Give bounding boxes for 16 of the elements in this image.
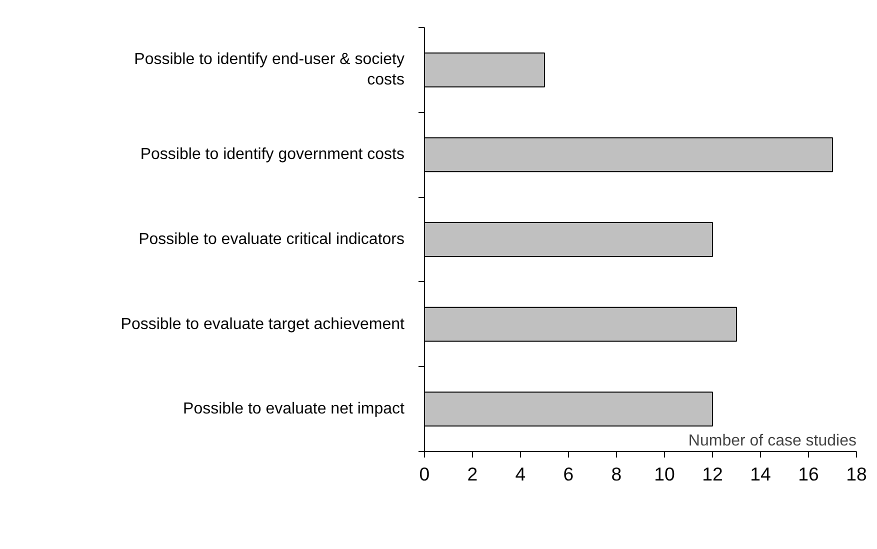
x-axis-title: Number of case studies: [688, 432, 856, 450]
x-tick-label: 18: [846, 464, 867, 484]
x-tick-label: 0: [419, 464, 430, 484]
x-tick-label: 12: [702, 464, 723, 484]
y-tick-label: Possible to identify government costs: [140, 146, 405, 164]
x-tick-label: 10: [654, 464, 675, 484]
y-tick-label: Possible to evaluate critical indicators: [138, 231, 404, 248]
y-tick-label: Possible to evaluate net impact: [183, 400, 406, 418]
x-tick-label: 14: [750, 464, 771, 484]
x-tick-label: 4: [515, 464, 526, 484]
x-tick-label: 8: [611, 464, 622, 484]
y-tick-label: Possible to evaluate target achievement: [120, 316, 406, 333]
y-tick-label: Possible to identify end-user & society costs: [134, 51, 404, 89]
x-tick-label: 2: [467, 464, 478, 484]
x-tick-label: 16: [798, 464, 819, 484]
x-tick-label: 6: [563, 464, 574, 484]
